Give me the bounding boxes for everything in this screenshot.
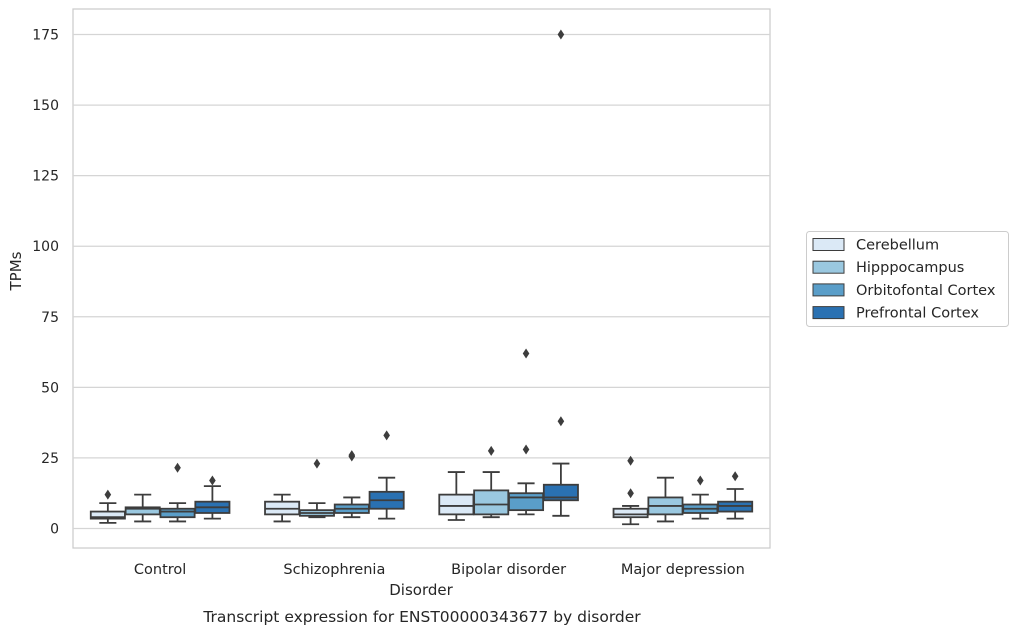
legend-frame bbox=[806, 231, 1009, 327]
outlier-point bbox=[697, 475, 704, 486]
y-tick-label: 125 bbox=[32, 169, 59, 185]
box-series bbox=[89, 29, 754, 526]
legend-swatch bbox=[812, 283, 845, 297]
box bbox=[612, 507, 649, 519]
box-group bbox=[89, 489, 126, 524]
y-tick-labels: 0 25 50 75 100 125 150 175 bbox=[32, 28, 59, 538]
y-axis-label: TPMs bbox=[7, 251, 25, 291]
legend: Cerebellum Hipppocampus Orbitofontal Corte… bbox=[806, 231, 1009, 327]
box bbox=[159, 507, 196, 519]
legend-label: Cerebellum bbox=[856, 238, 939, 254]
legend-swatch bbox=[812, 306, 845, 320]
outlier-point bbox=[313, 458, 321, 469]
legend-label: Prefrontal Cortex bbox=[856, 306, 979, 322]
legend-label: Hipppocampus bbox=[856, 260, 964, 276]
y-tick-label: 100 bbox=[32, 239, 59, 255]
box-group bbox=[682, 475, 719, 520]
legend-swatch bbox=[812, 238, 845, 251]
outlier-point bbox=[383, 430, 390, 441]
x-tick-label: Bipolar disorder bbox=[451, 562, 566, 578]
box bbox=[473, 489, 510, 516]
outlier-point bbox=[174, 462, 181, 473]
x-tick-label: Control bbox=[134, 562, 186, 578]
y-tick-label: 175 bbox=[32, 28, 59, 44]
box-group bbox=[717, 471, 754, 520]
box bbox=[438, 493, 475, 516]
y-tick-label: 50 bbox=[41, 380, 59, 396]
box-group bbox=[612, 455, 649, 526]
outlier-point bbox=[104, 489, 112, 500]
x-axis-label: Disorder bbox=[389, 581, 453, 599]
chart-title: Transcript expression for ENST0000034367… bbox=[202, 608, 641, 626]
x-tick-labels: Control Schizophrenia Bipolar disorder Majo… bbox=[134, 562, 745, 578]
outlier-point bbox=[627, 488, 634, 499]
outlier-point bbox=[522, 348, 530, 359]
outlier-point bbox=[209, 475, 216, 486]
legend-label: Orbitofontal Cortex bbox=[856, 283, 996, 299]
outlier-point bbox=[627, 455, 634, 466]
outlier-point bbox=[487, 445, 495, 456]
x-tick-label: Schizophrenia bbox=[283, 562, 385, 578]
y-tick-label: 150 bbox=[32, 98, 59, 114]
outlier-point bbox=[348, 450, 356, 461]
y-tick-label: 0 bbox=[50, 522, 59, 538]
outlier-point bbox=[557, 29, 565, 40]
box-group bbox=[508, 348, 545, 516]
outlier-point bbox=[731, 471, 739, 482]
outlier-point bbox=[557, 416, 565, 427]
grid-lines bbox=[73, 33, 770, 530]
y-tick-label: 75 bbox=[41, 310, 59, 326]
box-group bbox=[124, 493, 161, 523]
box bbox=[508, 492, 545, 512]
box-group bbox=[542, 29, 579, 517]
outlier-point bbox=[522, 444, 530, 455]
y-tick-label: 25 bbox=[41, 451, 59, 467]
box-group bbox=[368, 430, 405, 520]
box bbox=[542, 483, 579, 502]
box-group bbox=[194, 475, 231, 520]
legend-swatch bbox=[812, 260, 845, 274]
box-group bbox=[647, 476, 684, 523]
box-group bbox=[264, 493, 301, 523]
x-tick-label: Major depression bbox=[621, 562, 745, 578]
box-group bbox=[473, 445, 510, 519]
